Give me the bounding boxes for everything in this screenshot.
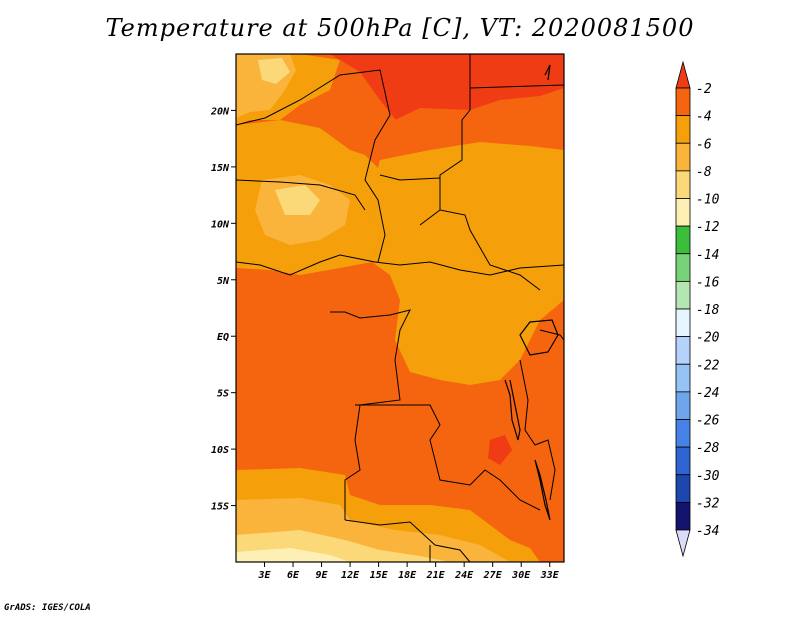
country-borders	[235, 54, 565, 563]
field-sahel-4	[300, 95, 564, 160]
y-tick-label: 20N	[210, 106, 230, 117]
x-tick-label: 9E	[316, 570, 329, 581]
map-field	[236, 54, 564, 562]
y-tick-label: 10N	[211, 219, 230, 230]
x-tick-label: 30E	[511, 570, 531, 581]
colorbar-swatch	[675, 419, 691, 448]
x-tick-label: 15E	[370, 570, 389, 581]
y-tick-label: 15S	[211, 502, 229, 513]
x-tick-label: 6E	[287, 570, 300, 581]
axis-ticks: 3E 6E 9E 12E 15E 18E 21E 24E 27E 30E 33E 20N 15N 10N 5…	[210, 106, 560, 581]
colorbar-swatch	[675, 474, 691, 503]
colorbar-swatch	[675, 198, 691, 227]
field-northwest-10	[258, 58, 290, 84]
chart-title: Temperature at 500hPa [C], VT: 202008150…	[105, 14, 695, 42]
colorbar-swatch	[675, 87, 691, 117]
field-central-6	[370, 142, 564, 385]
y-tick-label: 10S	[211, 445, 229, 456]
y-tick-label: 5N	[217, 276, 230, 287]
colorbar-swatch	[675, 308, 691, 338]
colorbar-label: -10	[696, 193, 720, 208]
field-south-12	[236, 548, 350, 562]
colorbar-label: -28	[696, 441, 720, 456]
x-tick-label: 27E	[483, 570, 503, 581]
colorbar-label: -24	[696, 386, 719, 401]
credit-label: GrADS: IGES/COLA	[4, 603, 91, 613]
field-westafrica-10	[275, 185, 320, 215]
colorbar-swatch	[675, 363, 691, 393]
colorbar-swatch	[675, 142, 691, 172]
colorbar-bottom-arrow	[675, 529, 691, 558]
colorbar-label: -32	[696, 496, 720, 511]
plot-frame	[235, 53, 565, 563]
colorbar-label: -6	[696, 137, 712, 152]
colorbar-label: -4	[696, 110, 712, 125]
colorbar-label: -34	[696, 524, 719, 539]
colorbar-swatch	[675, 225, 691, 255]
y-tick-label: 15N	[211, 163, 230, 174]
colorbar-label: -16	[696, 275, 720, 290]
x-tick-label: 3E	[257, 570, 271, 581]
y-tick-label: EQ	[217, 332, 229, 343]
colorbar-swatch	[675, 336, 691, 365]
colorbar-swatch	[675, 501, 691, 531]
colorbar-label: -14	[696, 248, 719, 263]
field-lakes-2	[488, 435, 512, 465]
x-tick-label: 18E	[398, 570, 417, 581]
lakes	[504, 64, 559, 521]
colorbar-label: -2	[696, 82, 712, 97]
colorbar-label: -8	[696, 165, 712, 180]
colorbar-swatch	[675, 253, 691, 282]
colorbar-label: -12	[696, 220, 720, 235]
colorbar: -2 -4 -6 -8 -10 -12 -14 -16 -18 -20 -22 -24 -26 -28 -3…	[675, 60, 720, 558]
field-northeast-2	[330, 54, 564, 120]
x-tick-label: 24E	[454, 570, 474, 581]
colorbar-top-arrow	[675, 60, 691, 89]
colorbar-swatch	[675, 446, 691, 476]
x-tick-label: 12E	[341, 570, 360, 581]
colorbar-swatch	[675, 391, 691, 420]
colorbar-swatch	[675, 170, 691, 199]
colorbar-label: -22	[696, 358, 720, 373]
colorbar-label: -20	[696, 331, 720, 346]
colorbar-swatch	[675, 280, 691, 310]
colorbar-label: -30	[696, 469, 720, 484]
colorbar-label: -18	[696, 303, 720, 318]
y-tick-label: 5S	[217, 389, 229, 400]
colorbar-swatch	[675, 115, 691, 144]
colorbar-label: -26	[696, 414, 720, 429]
x-tick-label: 33E	[540, 570, 560, 581]
x-tick-label: 21E	[426, 570, 446, 581]
